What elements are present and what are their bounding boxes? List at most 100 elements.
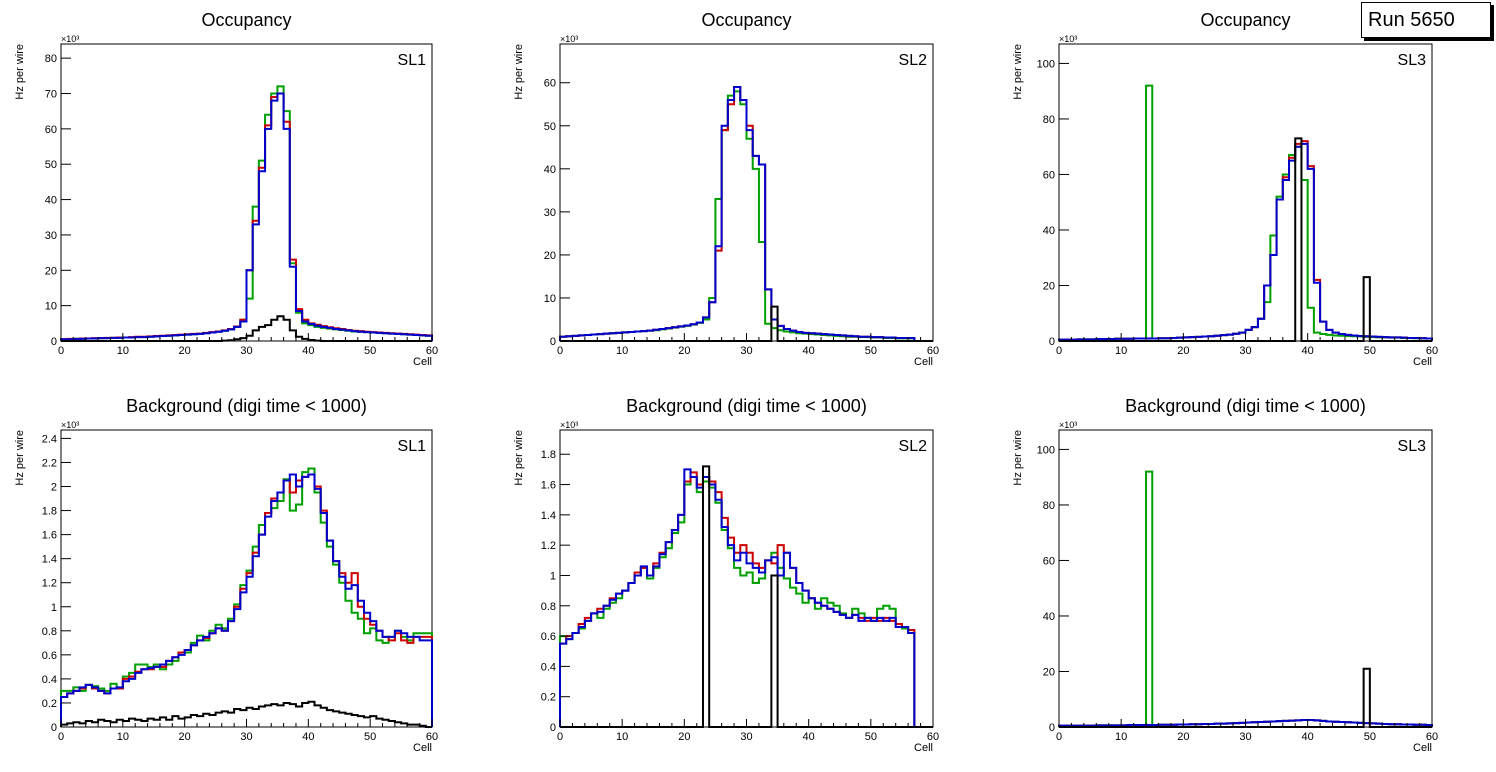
y-tick-label: 1.4 — [541, 510, 556, 522]
y-axis-label: Hz per wire — [513, 430, 525, 486]
x-tick-label: 30 — [740, 345, 752, 357]
x-tick-label: 10 — [117, 345, 129, 357]
series-black — [1059, 667, 1432, 728]
run-label-box: Run 5650 — [1361, 2, 1491, 38]
series-green — [559, 475, 933, 728]
y-tick-label: 1.2 — [42, 578, 57, 590]
x-tick-label: 0 — [58, 731, 64, 743]
x-axis-label: Cell — [413, 742, 432, 754]
y-axis-exponent: ×10³ — [61, 34, 79, 44]
x-tick-label: 10 — [616, 345, 628, 357]
chart-title: Occupancy — [701, 10, 791, 30]
y-tick-label: 60 — [544, 78, 556, 90]
x-tick-label: 40 — [302, 731, 314, 743]
series-black — [60, 700, 432, 728]
series-blue — [1058, 719, 1433, 727]
series-green — [1058, 470, 1433, 727]
x-tick-label: 60 — [927, 731, 939, 743]
y-tick-label: 20 — [45, 265, 57, 277]
x-tick-label: 10 — [117, 731, 129, 743]
y-tick-label: 1 — [550, 570, 556, 582]
y-tick-label: 0 — [550, 336, 556, 348]
y-axis-exponent: ×10³ — [560, 420, 578, 430]
chart-title: Occupancy — [201, 10, 291, 30]
x-tick-label: 30 — [240, 345, 252, 357]
series-black — [61, 315, 432, 342]
x-tick-label: 50 — [865, 731, 877, 743]
x-tick-label: 20 — [179, 731, 191, 743]
x-tick-label: 40 — [1302, 345, 1314, 357]
x-tick-label: 20 — [678, 345, 690, 357]
y-tick-label: 0.6 — [42, 650, 57, 662]
series-red — [1058, 140, 1433, 341]
plot-frame — [559, 429, 934, 728]
y-tick-label: 60 — [45, 124, 57, 136]
x-tick-label: 20 — [678, 731, 690, 743]
x-tick-label: 60 — [426, 731, 438, 743]
series-blue — [60, 92, 433, 341]
series-blue — [1058, 142, 1433, 341]
y-tick-label: 40 — [45, 195, 57, 207]
y-tick-label: 1 — [51, 602, 57, 614]
y-axis: 0 0.2 0.4 0.6 0.8 1 1.2 1.4 1.6 1.8 2 2.2 2.4 ×10³ Hz … — [14, 420, 79, 734]
y-tick-label: 0.8 — [42, 626, 57, 638]
y-axis-label: Hz per wire — [14, 430, 26, 486]
y-tick-label: 1.8 — [541, 449, 556, 461]
chart-title: Background (digi time < 1000) — [626, 396, 867, 416]
y-axis-exponent: ×10³ — [1059, 420, 1077, 430]
y-tick-label: 1.4 — [42, 554, 57, 566]
y-tick-label: 40 — [1043, 611, 1055, 623]
superlayer-label: SL3 — [1398, 52, 1427, 69]
x-tick-label: 10 — [1115, 731, 1127, 743]
chart-panel-6: Background (digi time < 1000) 0 10 20 30 40 50… — [1012, 396, 1438, 754]
series-black — [560, 305, 933, 342]
x-tick-label: 30 — [240, 731, 252, 743]
y-tick-label: 0 — [1049, 722, 1055, 734]
series-black — [1059, 137, 1432, 342]
chart-panel-5: Background (digi time < 1000)0 10 20 30 40 50… — [513, 396, 939, 754]
x-tick-label: 50 — [865, 345, 877, 357]
y-tick-label: 20 — [1043, 280, 1055, 292]
superlayer-label: SL1 — [398, 438, 427, 455]
x-tick-label: 30 — [740, 731, 752, 743]
y-axis: 0 20 40 60 80 100 ×10³ Hz per wire — [1012, 34, 1077, 348]
y-tick-label: 2.2 — [42, 457, 57, 469]
y-axis-label: Hz per wire — [1012, 44, 1024, 100]
y-tick-label: 80 — [1043, 114, 1055, 126]
x-tick-label: 0 — [557, 345, 563, 357]
y-tick-label: 100 — [1037, 444, 1055, 456]
plot-frame — [1058, 43, 1433, 342]
y-tick-label: 40 — [1043, 225, 1055, 237]
x-tick-label: 60 — [927, 345, 939, 357]
y-tick-label: 0 — [51, 722, 57, 734]
y-axis-label: Hz per wire — [513, 44, 525, 100]
x-tick-label: 60 — [1426, 345, 1438, 357]
y-tick-label: 0 — [1049, 336, 1055, 348]
y-tick-label: 50 — [45, 159, 57, 171]
y-tick-label: 0.8 — [541, 601, 556, 613]
x-axis-label: Cell — [1413, 356, 1432, 368]
x-axis-label: Cell — [914, 356, 933, 368]
y-axis-exponent: ×10³ — [61, 420, 79, 430]
x-tick-label: 20 — [179, 345, 191, 357]
y-tick-label: 20 — [1043, 666, 1055, 678]
y-tick-label: 0.2 — [541, 692, 556, 704]
superlayer-label: SL1 — [398, 52, 427, 69]
y-tick-label: 50 — [544, 121, 556, 133]
y-tick-label: 80 — [1043, 500, 1055, 512]
chart-title: Background (digi time < 1000) — [126, 396, 367, 416]
x-tick-label: 50 — [1364, 731, 1376, 743]
x-tick-label: 0 — [58, 345, 64, 357]
x-axis-label: Cell — [1413, 742, 1432, 754]
y-axis: 0 10 20 30 40 50 60 70 80 ×10³ Hz per wire — [14, 34, 79, 348]
x-axis-label: Cell — [914, 742, 933, 754]
x-tick-label: 50 — [1364, 345, 1376, 357]
y-tick-label: 0.4 — [541, 661, 556, 673]
x-tick-label: 20 — [1177, 731, 1189, 743]
series-blue — [559, 86, 933, 342]
y-tick-label: 40 — [544, 164, 556, 176]
y-tick-label: 0 — [51, 336, 57, 348]
series-blue — [559, 468, 933, 728]
